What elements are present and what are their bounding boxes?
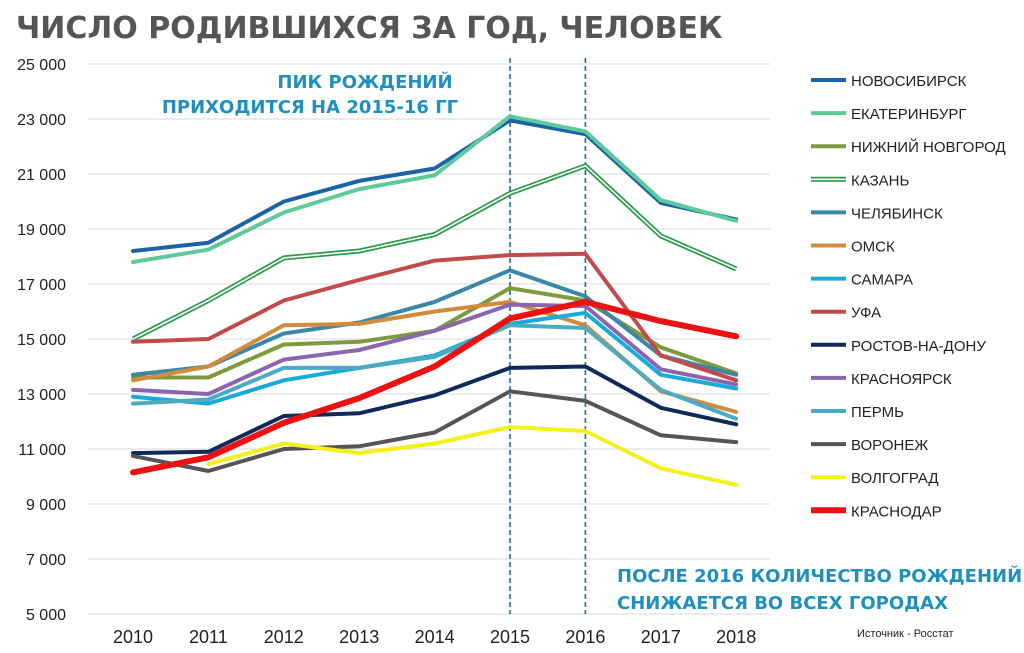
legend-item: ОМСК <box>811 239 895 256</box>
peak-annotation-line2: ПРИХОДИТСЯ НА 2015-16 ГГ <box>162 97 458 118</box>
legend-item: КАЗАНЬ <box>811 172 909 189</box>
x-tick-label: 2015 <box>490 627 530 647</box>
legend-label: ОМСК <box>851 239 895 256</box>
y-axis: 25 000 23 000 21 000 19 000 17 000 15 000 13 0… <box>17 57 66 624</box>
legend-item: ЕКАТЕРИНБУРГ <box>811 106 967 123</box>
legend-item: КРАСНОДАР <box>811 503 942 520</box>
decline-annotation-line2: СНИЖАЕТСЯ ВО ВСЕХ ГОРОДАХ <box>617 593 948 614</box>
series-line <box>130 298 740 476</box>
legend-label: ВОЛГОГРАД <box>851 470 939 487</box>
legend: НОВОСИБИРСК ЕКАТЕРИНБУРГ НИЖНИЙ НОВГОРОД КА… <box>811 73 1006 520</box>
series-line <box>131 389 739 473</box>
legend-label: ЧЕЛЯБИНСК <box>851 205 943 222</box>
source-note: Источник - Росстат <box>857 628 954 640</box>
series-lines <box>130 114 740 487</box>
y-tick-label: 23 000 <box>17 112 66 129</box>
legend-item: НОВОСИБИРСК <box>811 73 967 90</box>
legend-item: ПЕРМЬ <box>811 404 904 421</box>
y-tick-label: 15 000 <box>17 332 66 349</box>
series-line <box>131 114 739 264</box>
series-line <box>131 302 739 396</box>
legend-label: САМАРА <box>851 272 913 289</box>
x-tick-label: 2011 <box>189 627 228 647</box>
legend-item: САМАРА <box>811 272 913 289</box>
legend-item: НИЖНИЙ НОВГОРОД <box>811 138 1006 156</box>
legend-label: РОСТОВ-НА-ДОНУ <box>851 338 986 355</box>
x-tick-label: 2010 <box>113 627 153 647</box>
x-tick-label: 2012 <box>264 627 304 647</box>
legend-label: УФА <box>851 305 881 322</box>
peak-year-markers <box>509 58 587 614</box>
series-line-inner <box>132 165 737 340</box>
x-axis: 2010 2011 2012 2013 2014 2015 2016 2017 2018 <box>113 627 756 647</box>
x-tick-label: 2017 <box>641 627 681 647</box>
legend-item: РОСТОВ-НА-ДОНУ <box>811 338 986 355</box>
legend-label: НОВОСИБИРСК <box>851 73 967 90</box>
legend-item: ЧЕЛЯБИНСК <box>811 205 943 222</box>
y-tick-label: 5 000 <box>26 607 66 624</box>
legend-item: КРАСНОЯРСК <box>811 371 952 388</box>
series-line <box>131 251 739 383</box>
y-tick-label: 13 000 <box>17 387 66 404</box>
y-tick-label: 17 000 <box>17 277 66 294</box>
y-tick-label: 25 000 <box>17 57 66 74</box>
series-line <box>131 364 739 456</box>
y-tick-label: 11 000 <box>18 442 66 459</box>
x-tick-label: 2018 <box>716 627 756 647</box>
decline-annotation-line1: ПОСЛЕ 2016 КОЛИЧЕСТВО РОЖДЕНИЙ <box>617 565 1022 587</box>
peak-annotation-line1: ПИК РОЖДЕНИЙ <box>277 71 452 93</box>
y-tick-label: 9 000 <box>26 497 66 514</box>
legend-item: ВОЛГОГРАД <box>811 470 939 487</box>
x-tick-label: 2014 <box>415 627 455 647</box>
legend-item: УФА <box>811 305 881 322</box>
x-tick-label: 2016 <box>565 627 605 647</box>
x-tick-label: 2013 <box>339 627 379 647</box>
legend-item: ВОРОНЕЖ <box>811 437 928 454</box>
legend-label: КАЗАНЬ <box>851 172 909 189</box>
series-line <box>131 323 739 421</box>
legend-label: НИЖНИЙ НОВГОРОД <box>851 138 1006 156</box>
series-line <box>206 425 739 487</box>
legend-label: ПЕРМЬ <box>851 404 904 421</box>
series-line <box>131 118 739 253</box>
legend-label: КРАСНОЯРСК <box>851 371 952 388</box>
series-line <box>131 268 739 377</box>
y-tick-label: 21 000 <box>17 167 66 184</box>
legend-label: КРАСНОДАР <box>851 503 942 520</box>
legend-label: ЕКАТЕРИНБУРГ <box>851 106 967 123</box>
y-tick-label: 7 000 <box>26 552 66 569</box>
y-tick-label: 19 000 <box>17 222 66 239</box>
legend-label: ВОРОНЕЖ <box>851 437 928 454</box>
chart-title: ЧИСЛО РОДИВШИХСЯ ЗА ГОД, ЧЕЛОВЕК <box>16 11 723 46</box>
